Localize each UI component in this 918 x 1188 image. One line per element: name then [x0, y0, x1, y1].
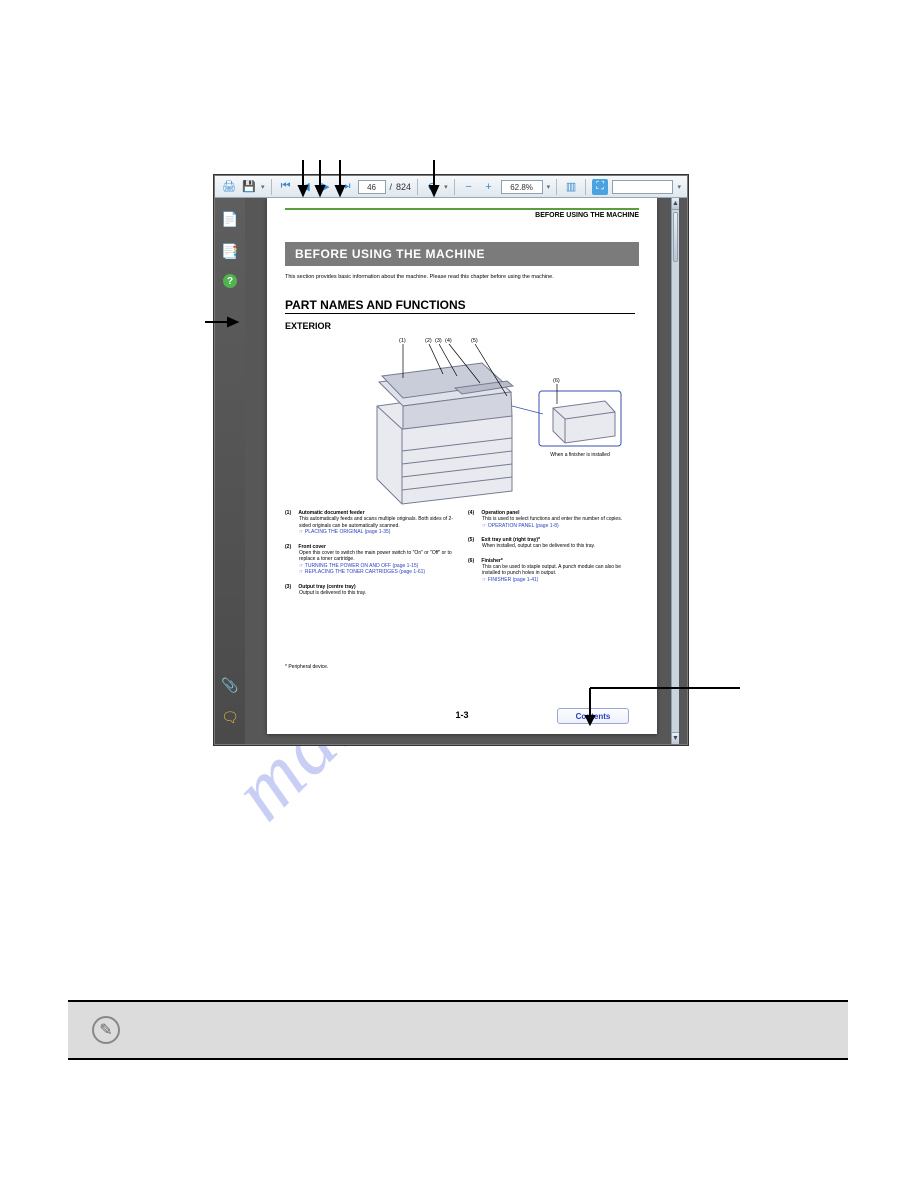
part-item: (1) Automatic document feeder This autom…: [285, 510, 456, 536]
first-page-icon[interactable]: ⏮: [278, 179, 294, 195]
svg-text:(2): (2): [425, 338, 432, 344]
zoom-in-icon[interactable]: +: [481, 179, 497, 195]
part-number: (3): [285, 584, 297, 590]
part-item: (4) Operation panel This is used to sele…: [468, 510, 639, 529]
page-separator: /: [390, 182, 393, 192]
next-page-icon[interactable]: ▶: [318, 179, 334, 195]
part-number: (1): [285, 510, 297, 516]
svg-text:(1): (1): [399, 338, 406, 344]
part-title: Output tray (centre tray): [298, 584, 355, 590]
part-link[interactable]: OPERATION PANEL (page 1-8): [482, 523, 639, 530]
save-icon[interactable]: 💾: [241, 179, 257, 195]
inset-caption: When a finisher is installed: [550, 452, 610, 458]
part-number: (6): [468, 558, 480, 564]
dropdown-icon[interactable]: ▾: [444, 183, 448, 191]
part-number: (5): [468, 537, 480, 543]
part-number: (4): [468, 510, 480, 516]
part-desc: Open this cover to switch the main power…: [299, 550, 456, 563]
part-item: (5) Exit tray unit (right tray)* When in…: [468, 537, 639, 550]
running-header: BEFORE USING THE MACHINE: [285, 208, 639, 219]
footnote: * Peripheral device.: [285, 664, 328, 670]
toolbar-separator: [271, 179, 272, 195]
part-link[interactable]: FINISHER (page 1-41): [482, 577, 639, 584]
contents-button[interactable]: Contents: [557, 708, 629, 724]
parts-list: (1) Automatic document feeder This autom…: [285, 510, 639, 604]
intro-text: This section provides basic information …: [285, 274, 639, 280]
machine-illustration: When a finisher is installed: [307, 336, 627, 506]
heading-part-names: PART NAMES AND FUNCTIONS: [285, 298, 635, 314]
svg-text:(6): (6): [553, 378, 560, 384]
part-number: (2): [285, 544, 297, 550]
parts-left-column: (1) Automatic document feeder This autom…: [285, 510, 456, 604]
part-desc: This can be used to staple output. A pun…: [482, 564, 639, 577]
expand-icon[interactable]: ⛶: [592, 179, 608, 195]
part-title: Finisher*: [481, 558, 502, 564]
search-input[interactable]: [612, 180, 673, 194]
part-desc: When installed, output can be delivered …: [482, 543, 639, 550]
last-page-icon[interactable]: ⏭: [338, 179, 354, 195]
prev-page-icon[interactable]: ◀: [298, 179, 314, 195]
document-page: BEFORE USING THE MACHINE BEFORE USING TH…: [267, 198, 657, 734]
part-item: (6) Finisher* This can be used to staple…: [468, 558, 639, 584]
dropdown-icon[interactable]: ▾: [261, 183, 265, 191]
attachments-icon[interactable]: 📎: [221, 676, 239, 694]
page-total: 824: [396, 182, 411, 192]
dropdown-icon[interactable]: ▾: [677, 183, 681, 191]
page-current-input[interactable]: 46: [358, 180, 386, 194]
play-icon[interactable]: ⊙: [424, 179, 440, 195]
svg-text:(3): (3): [435, 338, 442, 344]
toolbar-separator: [556, 179, 557, 195]
sidebar: 📄 📑 ? 📎 🗨: [215, 198, 245, 744]
part-desc: This is used to select functions and ent…: [482, 516, 639, 523]
scroll-down-icon[interactable]: ▼: [672, 732, 679, 744]
pages-panel-icon[interactable]: 📄: [221, 210, 239, 228]
part-item: (3) Output tray (centre tray) Output is …: [285, 584, 456, 597]
svg-text:(5): (5): [471, 338, 478, 344]
section-title-bar: BEFORE USING THE MACHINE: [285, 242, 639, 266]
toolbar: 🖨 💾 ▾ ⏮ ◀ ▶ ⏭ 46 / 824 ⊙ ▾ − + 62.8% ▾ ▥…: [215, 176, 687, 198]
part-title: Front cover: [298, 544, 326, 550]
dropdown-icon[interactable]: ▾: [547, 183, 551, 191]
part-link[interactable]: REPLACING THE TONER CARTRIDGES (page 1-6…: [299, 569, 456, 576]
info-note-box: ✎: [68, 1000, 848, 1060]
zoom-level[interactable]: 62.8%: [501, 180, 543, 194]
bookmarks-panel-icon[interactable]: 📑: [221, 242, 239, 260]
parts-right-column: (4) Operation panel This is used to sele…: [468, 510, 639, 604]
scroll-thumb[interactable]: [673, 212, 678, 262]
comments-icon[interactable]: 🗨: [221, 708, 239, 726]
pencil-icon: ✎: [92, 1016, 120, 1044]
part-desc: Output is delivered to this tray.: [299, 590, 456, 597]
toolbar-separator: [585, 179, 586, 195]
help-icon[interactable]: ?: [223, 274, 237, 288]
pdf-reader-window: 🖨 💾 ▾ ⏮ ◀ ▶ ⏭ 46 / 824 ⊙ ▾ − + 62.8% ▾ ▥…: [214, 175, 688, 745]
vertical-scrollbar[interactable]: ▲ ▼: [671, 198, 679, 744]
scroll-up-icon[interactable]: ▲: [672, 198, 679, 210]
zoom-out-icon[interactable]: −: [461, 179, 477, 195]
part-desc: This automatically feeds and scans multi…: [299, 516, 456, 529]
toolbar-separator: [454, 179, 455, 195]
part-item: (2) Front cover Open this cover to switc…: [285, 544, 456, 576]
print-icon[interactable]: 🖨: [221, 179, 237, 195]
part-link[interactable]: PLACING THE ORIGINAL (page 1-35): [299, 529, 456, 536]
toolbar-separator: [417, 179, 418, 195]
svg-text:(4): (4): [445, 338, 452, 344]
collapse-icon[interactable]: ▥: [563, 179, 579, 195]
heading-exterior: EXTERIOR: [285, 321, 331, 331]
document-viewport[interactable]: BEFORE USING THE MACHINE BEFORE USING TH…: [245, 198, 679, 744]
